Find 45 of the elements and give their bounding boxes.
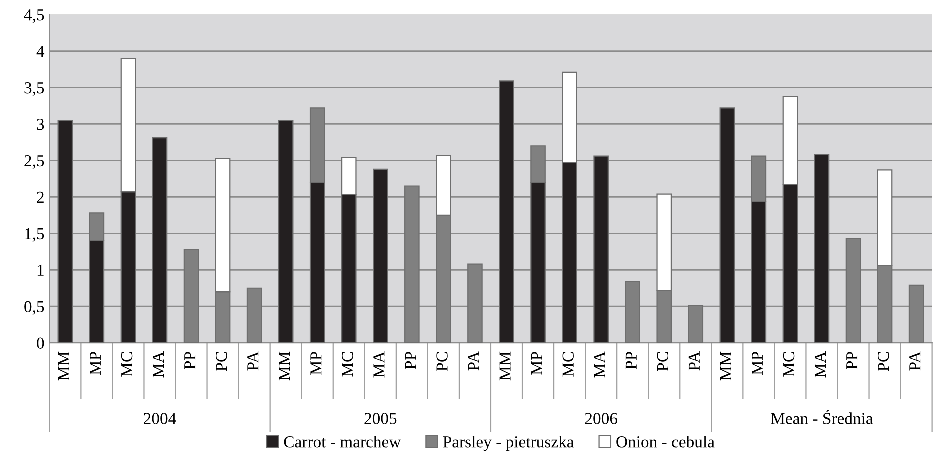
x-tick-label: PC [436, 352, 448, 372]
y-tick-label: 1 [38, 264, 44, 276]
x-tick-label: PC [878, 352, 890, 372]
x-tick-label: MA [814, 352, 826, 378]
x-tick-label: MA [153, 352, 164, 378]
x-tick-label: MM [279, 352, 290, 381]
x-tick-label: MC [562, 352, 574, 377]
x-tick-label: PC [216, 352, 228, 372]
x-tick-label: PP [405, 352, 416, 370]
y-tick-label: 3 [37, 118, 44, 130]
x-tick-label: PA [248, 352, 259, 371]
text: Mean - Średnia [771, 410, 874, 424]
text: 2004 [144, 413, 176, 424]
y-tick-label: 4 [36, 46, 45, 58]
y-tick-label: 0,5 [24, 301, 44, 315]
x-tick-label: MM [720, 352, 732, 381]
x-tick-label: MM [500, 352, 511, 381]
y-tick-label: 2 [37, 192, 44, 203]
x-tick-label: MC [783, 352, 795, 377]
x-tick-label: MP [531, 352, 542, 376]
x-tick-label: MC [342, 352, 354, 377]
x-tick-label: PP [184, 352, 196, 370]
legend-label: Parsley - pietruszka [443, 436, 574, 452]
y-tick-label: 3,5 [24, 82, 44, 96]
x-tick-label: MP [752, 352, 763, 376]
x-tick-label: PA [910, 352, 921, 371]
y-tick-label: 2,5 [24, 155, 44, 170]
x-tick-label: MP [90, 352, 101, 376]
y-tick-label: 0 [37, 338, 44, 350]
y-tick-label: 4,5 [24, 10, 44, 24]
legend-label: Onion - cebula [616, 436, 715, 448]
x-tick-label: MP [310, 352, 322, 376]
x-tick-label: PA [688, 352, 700, 371]
text: 2006 [585, 413, 618, 424]
y-tick-label: 1,5 [25, 228, 44, 242]
x-tick-label: MC [121, 352, 133, 377]
x-tick-label: MM [58, 352, 70, 381]
x-tick-label: MA [374, 352, 385, 378]
legend-label: Carrot - marchew [284, 436, 402, 448]
x-tick-label: PP [846, 352, 858, 370]
text: 2005 [364, 413, 397, 424]
x-tick-label: PC [657, 352, 669, 372]
x-tick-label: PA [468, 352, 480, 371]
x-tick-label: MA [594, 352, 606, 378]
x-tick-label: PP [626, 352, 637, 370]
